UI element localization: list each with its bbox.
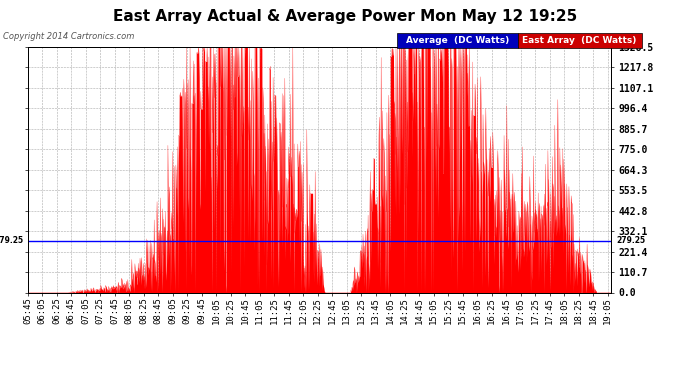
Text: East Array Actual & Average Power Mon May 12 19:25: East Array Actual & Average Power Mon Ma… [113, 9, 577, 24]
Text: Average  (DC Watts): Average (DC Watts) [406, 36, 509, 45]
Text: 279.25: 279.25 [616, 236, 645, 245]
Text: East Array  (DC Watts): East Array (DC Watts) [522, 36, 637, 45]
Text: 279.25: 279.25 [0, 236, 23, 245]
Text: Copyright 2014 Cartronics.com: Copyright 2014 Cartronics.com [3, 32, 135, 41]
